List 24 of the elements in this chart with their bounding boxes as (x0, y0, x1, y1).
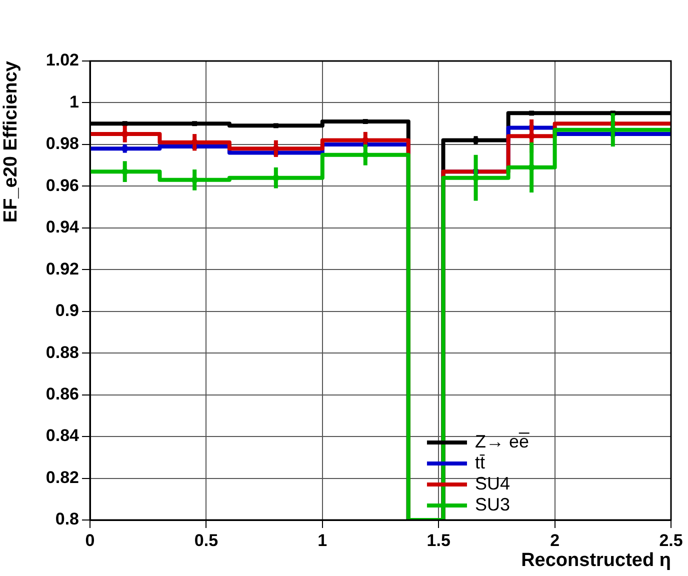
y-tick-label: 0.98 (46, 134, 79, 154)
legend-label: SU4 (474, 473, 510, 494)
y-axis-title: EF_e20 Efficiency (0, 60, 22, 223)
legend-label: tt̄ (474, 452, 486, 472)
x-tick-label: 1 (318, 530, 328, 550)
x-tick-label: 0.5 (194, 530, 218, 550)
x-axis-title: Reconstructed η (521, 550, 671, 571)
y-tick-label: 0.84 (46, 426, 80, 446)
y-tick-label: 1.02 (46, 50, 79, 70)
y-tick-label: 0.82 (46, 468, 79, 487)
y-tick-label: 0.86 (46, 384, 79, 404)
y-tick-label: 0.96 (46, 176, 79, 195)
x-tick-label: 2 (550, 530, 560, 550)
y-tick-label: 0.88 (46, 342, 79, 362)
y-tick-label: 0.8 (55, 510, 79, 529)
legend-label: Z→ ee̅ (474, 431, 530, 452)
y-tick-label: 1 (70, 92, 79, 112)
x-tick-label: 2.5 (659, 530, 683, 550)
y-tick-label: 0.94 (46, 218, 80, 237)
legend-label: SU3 (474, 494, 510, 514)
y-tick-label: 0.9 (55, 301, 79, 320)
y-tick-label: 0.92 (46, 259, 79, 278)
x-tick-label: 1.5 (426, 530, 450, 550)
x-tick-label: 0 (85, 530, 95, 550)
